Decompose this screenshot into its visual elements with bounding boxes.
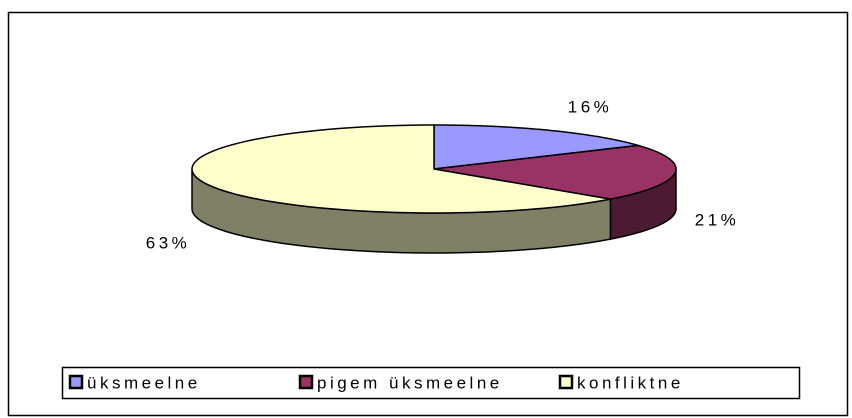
legend-label: pigem üksmeelne <box>317 373 503 392</box>
data-label: 63% <box>146 233 191 252</box>
data-label: 16% <box>568 97 613 116</box>
pie-slice <box>433 124 639 170</box>
pie-slice <box>191 124 611 214</box>
data-label: 21% <box>695 210 740 229</box>
legend-box <box>61 366 801 400</box>
legend-swatch <box>298 374 314 390</box>
legend-label: üksmeelne <box>87 373 201 392</box>
legend-swatch <box>558 374 574 390</box>
pie-slice <box>433 144 677 200</box>
legend-label: konfliktne <box>577 373 684 392</box>
legend-swatch <box>68 374 84 390</box>
